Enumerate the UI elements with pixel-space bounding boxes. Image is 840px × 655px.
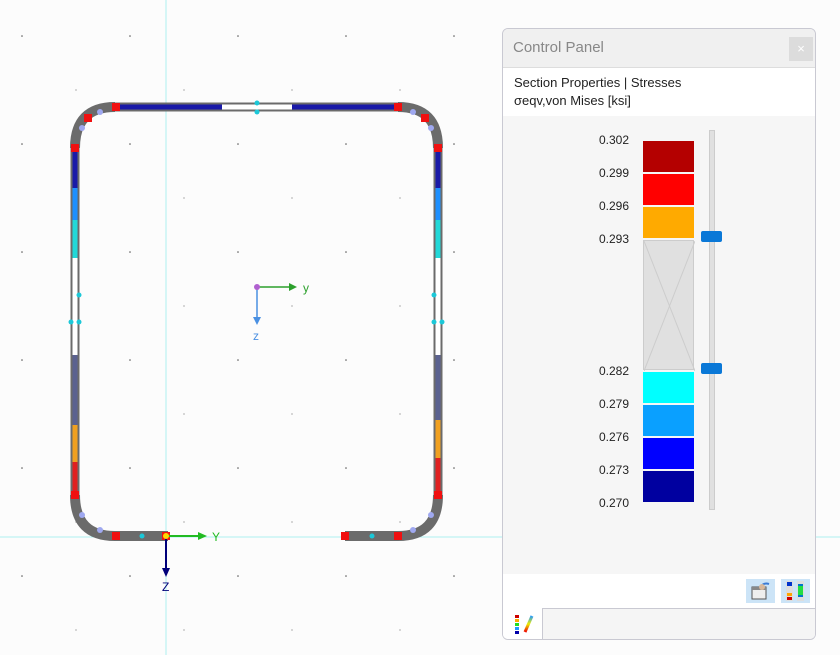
node-marker[interactable] (112, 103, 120, 111)
node-marker[interactable] (112, 532, 120, 540)
slider-handle-lower[interactable] (701, 363, 722, 374)
node-point[interactable] (76, 292, 82, 298)
node-point[interactable] (68, 319, 74, 325)
node-point[interactable] (439, 319, 445, 325)
node-point[interactable] (254, 100, 260, 106)
panel-tabs (503, 608, 815, 639)
result-heading: Section Properties | Stresses (514, 75, 682, 90)
result-quantity: σeqv,von Mises [ksi] (514, 93, 631, 108)
legend-area: 0.302 0.299 0.296 0.293 0.282 0.279 0.276 0.273… (503, 116, 815, 574)
node-point[interactable] (410, 109, 416, 115)
grid-dots (21, 35, 509, 631)
node-point[interactable] (428, 125, 434, 131)
center-axes: y z (253, 281, 309, 343)
legend-value: 0.299 (598, 166, 629, 180)
node-point[interactable] (369, 533, 375, 539)
node-point[interactable] (431, 319, 437, 325)
node-marker[interactable] (71, 491, 79, 499)
panel-header: Control Panel × (503, 29, 815, 68)
node-point[interactable] (139, 533, 145, 539)
range-slider-track[interactable] (709, 130, 715, 510)
legend-value: 0.282 (598, 364, 629, 378)
color-scale-button[interactable] (781, 579, 810, 603)
section-corner[interactable] (345, 494, 443, 541)
legend-band (643, 438, 694, 469)
axis-Y-label: Y (212, 530, 220, 544)
legend-band (643, 372, 694, 403)
node-point[interactable] (76, 319, 82, 325)
node-point[interactable] (428, 512, 434, 518)
node-marker[interactable] (394, 532, 402, 540)
close-icon[interactable]: × (789, 37, 813, 61)
display-settings-button[interactable] (746, 579, 775, 603)
node-marker[interactable] (421, 114, 429, 122)
section-corner[interactable] (70, 494, 168, 541)
legend-band (643, 141, 694, 172)
node-point[interactable] (254, 109, 260, 115)
axis-z-label: z (253, 329, 259, 343)
panel-title: Control Panel (513, 39, 604, 56)
node-point[interactable] (431, 292, 437, 298)
axis-y-label: y (303, 281, 309, 295)
legend-value: 0.296 (598, 199, 629, 213)
color-scale-icon (786, 581, 804, 601)
legend-band (643, 471, 694, 502)
tab-color-legend[interactable] (503, 608, 543, 639)
node-marker[interactable] (434, 491, 442, 499)
legend-band (643, 174, 694, 205)
legend-value: 0.293 (598, 232, 629, 246)
node-point[interactable] (79, 125, 85, 131)
node-point[interactable] (97, 527, 103, 533)
legend-band-hidden (643, 240, 696, 372)
node-marker[interactable] (394, 103, 402, 111)
legend-value: 0.276 (598, 430, 629, 444)
origin-axes: Y Z (162, 530, 220, 594)
legend-value: 0.273 (598, 463, 629, 477)
legend-value: 0.302 (598, 133, 629, 147)
legend-band (643, 207, 694, 238)
node-point[interactable] (79, 512, 85, 518)
control-panel: Control Panel × Section Properties | Str… (502, 28, 816, 640)
node-point[interactable] (97, 109, 103, 115)
node-marker[interactable] (71, 144, 79, 152)
legend-value: 0.279 (598, 397, 629, 411)
color-legend-edit-icon (515, 615, 534, 634)
node-marker[interactable] (84, 114, 92, 122)
legend-value: 0.270 (598, 496, 629, 510)
slider-handle-upper[interactable] (701, 231, 722, 242)
node-marker[interactable] (341, 532, 349, 540)
axis-Z-label: Z (162, 580, 169, 594)
node-point[interactable] (410, 527, 416, 533)
legend-band (643, 405, 694, 436)
node-marker[interactable] (434, 144, 442, 152)
display-settings-icon (751, 582, 770, 600)
